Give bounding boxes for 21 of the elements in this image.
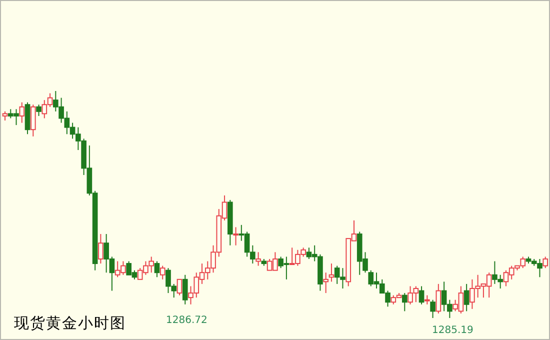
text: 现货黄金小时图 xyxy=(14,314,126,333)
candlestick xyxy=(256,252,261,266)
candlestick xyxy=(323,272,329,294)
candlestick xyxy=(430,299,436,318)
candlestick xyxy=(98,234,104,264)
candlestick xyxy=(464,283,470,312)
candlestick xyxy=(418,286,424,305)
candlestick xyxy=(328,263,334,282)
candlestick xyxy=(176,278,182,296)
candlestick xyxy=(19,102,25,124)
candlestick xyxy=(233,226,238,246)
text: 1285.19 xyxy=(432,325,474,336)
candlestick xyxy=(402,292,408,312)
candlestick xyxy=(154,260,160,278)
candlestick xyxy=(160,265,166,280)
candlestick xyxy=(436,283,442,314)
candlestick xyxy=(182,274,188,305)
candlestick xyxy=(36,104,42,116)
annotation: 1286.72 xyxy=(166,315,208,326)
candlestick xyxy=(424,294,430,305)
candlestick xyxy=(30,104,36,137)
